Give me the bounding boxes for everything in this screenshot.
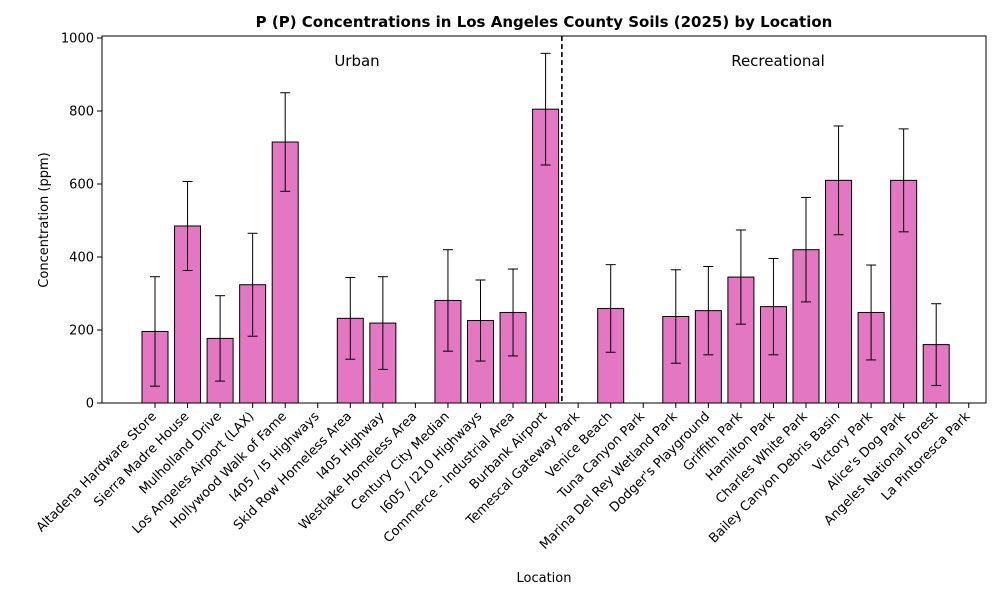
chart-title: P (P) Concentrations in Los Angeles Coun… xyxy=(256,13,833,31)
y-tick-label: 600 xyxy=(69,178,94,193)
error-bars-layer xyxy=(150,52,942,387)
y-axis: 0 200 400 600 800 1000 xyxy=(61,32,102,412)
y-tick-label: 200 xyxy=(69,324,94,339)
group-label: Urban xyxy=(334,52,379,70)
y-tick-label: 400 xyxy=(69,251,94,266)
y-axis-label: Concentration (ppm) xyxy=(37,152,52,287)
y-tick-label: 800 xyxy=(69,105,94,120)
group-label: Recreational xyxy=(731,52,825,70)
plot-frame xyxy=(101,35,987,404)
x-axis-label: Location xyxy=(517,571,572,586)
y-tick-label: 0 xyxy=(86,397,94,412)
y-tick-label: 1000 xyxy=(61,32,94,47)
